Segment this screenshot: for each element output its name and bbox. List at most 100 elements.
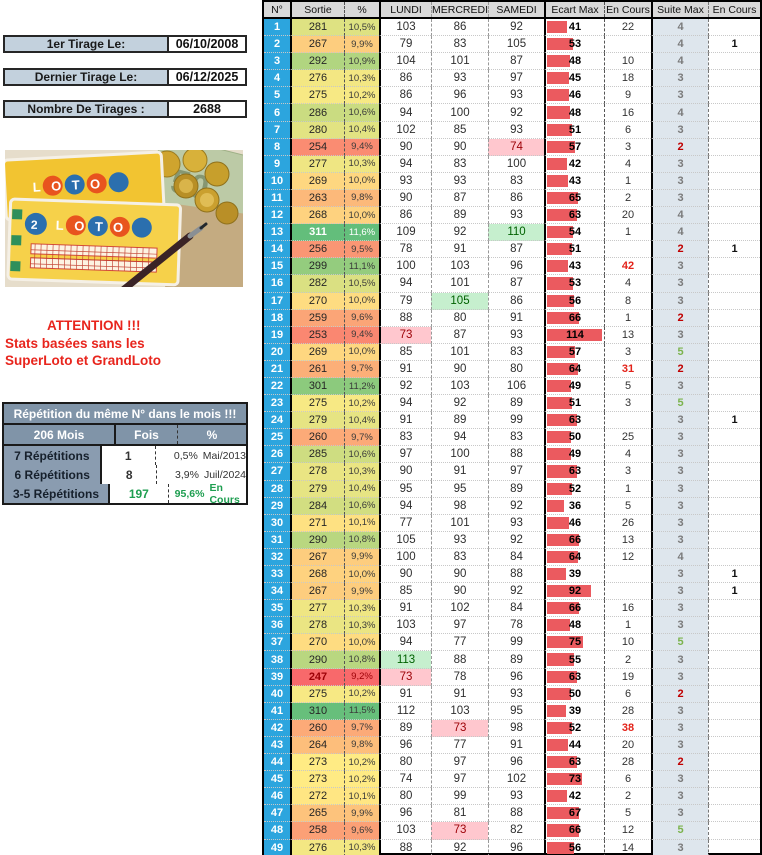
pct-cell[interactable]: 10,6% (344, 497, 379, 515)
ecart-en-cours-cell[interactable]: 5 (604, 377, 651, 396)
suite-max-cell[interactable]: 3 (651, 292, 708, 310)
suite-max-cell[interactable]: 3 (651, 172, 708, 190)
lundi-cell[interactable]: 103 (379, 617, 431, 635)
numero-cell[interactable]: 8 (264, 138, 290, 156)
samedi-cell[interactable]: 87 (488, 241, 544, 259)
suite-en-cours-cell[interactable] (708, 771, 760, 789)
lundi-cell[interactable]: 109 (379, 224, 431, 242)
lundi-cell[interactable]: 86 (379, 87, 431, 105)
ecart-en-cours-cell[interactable]: 6 (604, 685, 651, 703)
suite-max-cell[interactable]: 3 (651, 377, 708, 396)
numero-cell[interactable]: 6 (264, 104, 290, 122)
pct-cell[interactable]: 9,7% (344, 719, 379, 737)
suite-en-cours-cell[interactable] (708, 343, 760, 361)
lundi-cell[interactable]: 90 (379, 138, 431, 156)
mercredi-cell[interactable]: 86 (431, 19, 488, 37)
suite-en-cours-cell[interactable] (708, 104, 760, 122)
lundi-cell[interactable]: 95 (379, 480, 431, 498)
header-ecart-max[interactable]: Ecart Max (544, 2, 604, 17)
ecart-en-cours-cell[interactable]: 20 (604, 207, 651, 225)
sortie-cell[interactable]: 258 (290, 822, 344, 840)
ecart-max-cell[interactable]: 50 (544, 685, 604, 703)
ecart-max-cell[interactable]: 51 (544, 121, 604, 139)
pct-cell[interactable]: 10,2% (344, 395, 379, 413)
suite-max-cell[interactable]: 3 (651, 121, 708, 139)
ecart-max-cell[interactable]: 66 (544, 309, 604, 327)
ecart-max-cell[interactable]: 42 (544, 155, 604, 173)
suite-max-cell[interactable]: 3 (651, 788, 708, 806)
pct-cell[interactable]: 10,2% (344, 87, 379, 105)
pct-cell[interactable]: 11,6% (344, 224, 379, 242)
suite-max-cell[interactable]: 4 (651, 207, 708, 225)
numero-cell[interactable]: 11 (264, 189, 290, 208)
ecart-max-cell[interactable]: 44 (544, 736, 604, 755)
suite-max-cell[interactable]: 4 (651, 548, 708, 566)
sortie-cell[interactable]: 279 (290, 480, 344, 498)
numero-cell[interactable]: 20 (264, 343, 290, 361)
pct-cell[interactable]: 9,6% (344, 822, 379, 840)
lundi-cell[interactable]: 78 (379, 241, 431, 259)
first-draw-box[interactable]: 1er Tirage Le: 06/10/2008 (3, 35, 247, 53)
suite-en-cours-cell[interactable] (708, 446, 760, 464)
suite-max-cell[interactable]: 3 (651, 429, 708, 447)
mercredi-cell[interactable]: 90 (431, 583, 488, 601)
mercredi-cell[interactable]: 87 (431, 189, 488, 208)
repetition-row-7[interactable]: 7 Répétitions 1 0,5% Mai/2013 (4, 446, 246, 465)
suite-en-cours-cell[interactable] (708, 224, 760, 242)
suite-en-cours-cell[interactable] (708, 617, 760, 635)
ecart-en-cours-cell[interactable]: 25 (604, 429, 651, 447)
numero-cell[interactable]: 17 (264, 292, 290, 310)
pct-cell[interactable]: 9,6% (344, 309, 379, 327)
pct-cell[interactable]: 9,9% (344, 583, 379, 601)
suite-en-cours-cell[interactable] (708, 292, 760, 310)
suite-en-cours-cell[interactable] (708, 70, 760, 88)
ecart-en-cours-cell[interactable]: 9 (604, 87, 651, 105)
ecart-max-cell[interactable]: 57 (544, 138, 604, 156)
ecart-max-cell[interactable]: 63 (544, 668, 604, 686)
mercredi-cell[interactable]: 85 (431, 121, 488, 139)
lundi-cell[interactable]: 113 (379, 651, 431, 669)
suite-en-cours-cell[interactable]: 1 (708, 241, 760, 259)
sortie-cell[interactable]: 311 (290, 224, 344, 242)
sortie-cell[interactable]: 273 (290, 771, 344, 789)
lundi-cell[interactable]: 93 (379, 172, 431, 190)
lundi-cell[interactable]: 91 (379, 412, 431, 430)
mercredi-cell[interactable]: 101 (431, 275, 488, 293)
numero-cell[interactable]: 33 (264, 566, 290, 584)
samedi-cell[interactable]: 110 (488, 224, 544, 242)
mercredi-cell[interactable]: 99 (431, 788, 488, 806)
samedi-cell[interactable]: 100 (488, 155, 544, 173)
pct-cell[interactable]: 10,4% (344, 121, 379, 139)
ecart-max-cell[interactable]: 63 (544, 207, 604, 225)
suite-en-cours-cell[interactable]: 1 (708, 566, 760, 584)
ecart-max-cell[interactable]: 39 (544, 566, 604, 584)
numero-cell[interactable]: 46 (264, 788, 290, 806)
numero-cell[interactable]: 9 (264, 155, 290, 173)
ecart-en-cours-cell[interactable]: 3 (604, 463, 651, 481)
lundi-cell[interactable]: 94 (379, 634, 431, 652)
pct-cell[interactable]: 10,8% (344, 651, 379, 669)
pct-cell[interactable]: 9,9% (344, 805, 379, 823)
ecart-max-cell[interactable]: 63 (544, 412, 604, 430)
lundi-cell[interactable]: 94 (379, 155, 431, 173)
sortie-cell[interactable]: 290 (290, 651, 344, 669)
suite-max-cell[interactable]: 3 (651, 70, 708, 88)
mercredi-cell[interactable]: 105 (431, 292, 488, 310)
mercredi-cell[interactable]: 103 (431, 258, 488, 276)
mercredi-cell[interactable]: 103 (431, 377, 488, 396)
suite-en-cours-cell[interactable] (708, 172, 760, 190)
mercredi-cell[interactable]: 101 (431, 53, 488, 71)
mercredi-cell[interactable]: 96 (431, 87, 488, 105)
ecart-en-cours-cell[interactable]: 1 (604, 309, 651, 327)
samedi-cell[interactable]: 93 (488, 514, 544, 532)
numero-cell[interactable]: 14 (264, 241, 290, 259)
sortie-cell[interactable]: 282 (290, 275, 344, 293)
lundi-cell[interactable]: 97 (379, 446, 431, 464)
ecart-en-cours-cell[interactable]: 31 (604, 360, 651, 378)
mercredi-cell[interactable]: 83 (431, 155, 488, 173)
ecart-max-cell[interactable]: 43 (544, 258, 604, 276)
pct-cell[interactable]: 9,2% (344, 668, 379, 686)
suite-max-cell[interactable]: 2 (651, 685, 708, 703)
sortie-cell[interactable]: 264 (290, 736, 344, 755)
ecart-en-cours-cell[interactable] (604, 241, 651, 259)
